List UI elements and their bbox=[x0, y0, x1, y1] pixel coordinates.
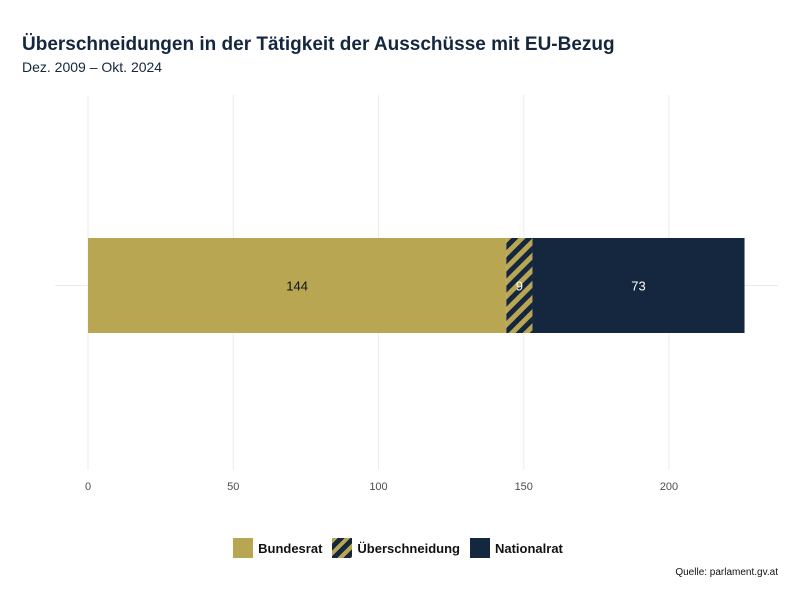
legend: Bundesrat Überschneidung Nationalrat bbox=[0, 538, 800, 558]
x-tick-label: 200 bbox=[660, 481, 678, 493]
legend-label: Bundesrat bbox=[258, 540, 323, 556]
legend-item: Überschneidung bbox=[332, 538, 460, 558]
chart-title: Überschneidungen in der Tätigkeit der Au… bbox=[22, 34, 615, 55]
legend-label: Nationalrat bbox=[494, 540, 563, 556]
bar-segment bbox=[506, 238, 533, 333]
legend-item: Bundesrat bbox=[233, 538, 322, 558]
data-label: 144 bbox=[286, 279, 308, 294]
bar-segment bbox=[532, 238, 745, 333]
legend-swatch bbox=[332, 538, 353, 558]
source-note: Quelle: parlament.gv.at bbox=[675, 567, 778, 578]
bar-segment bbox=[88, 238, 507, 333]
legend-label: Überschneidung bbox=[357, 540, 460, 556]
data-label: 73 bbox=[631, 279, 645, 294]
legend-swatch bbox=[469, 538, 490, 558]
legend-swatch bbox=[233, 538, 254, 558]
data-label: 9 bbox=[516, 279, 523, 294]
x-tick-label: 0 bbox=[85, 481, 91, 493]
chart-subtitle: Dez. 2009 – Okt. 2024 bbox=[22, 59, 163, 75]
x-tick-label: 150 bbox=[515, 481, 533, 493]
legend-item: Nationalrat bbox=[469, 538, 563, 558]
x-tick-label: 100 bbox=[369, 481, 387, 493]
x-tick-label: 50 bbox=[227, 481, 239, 493]
